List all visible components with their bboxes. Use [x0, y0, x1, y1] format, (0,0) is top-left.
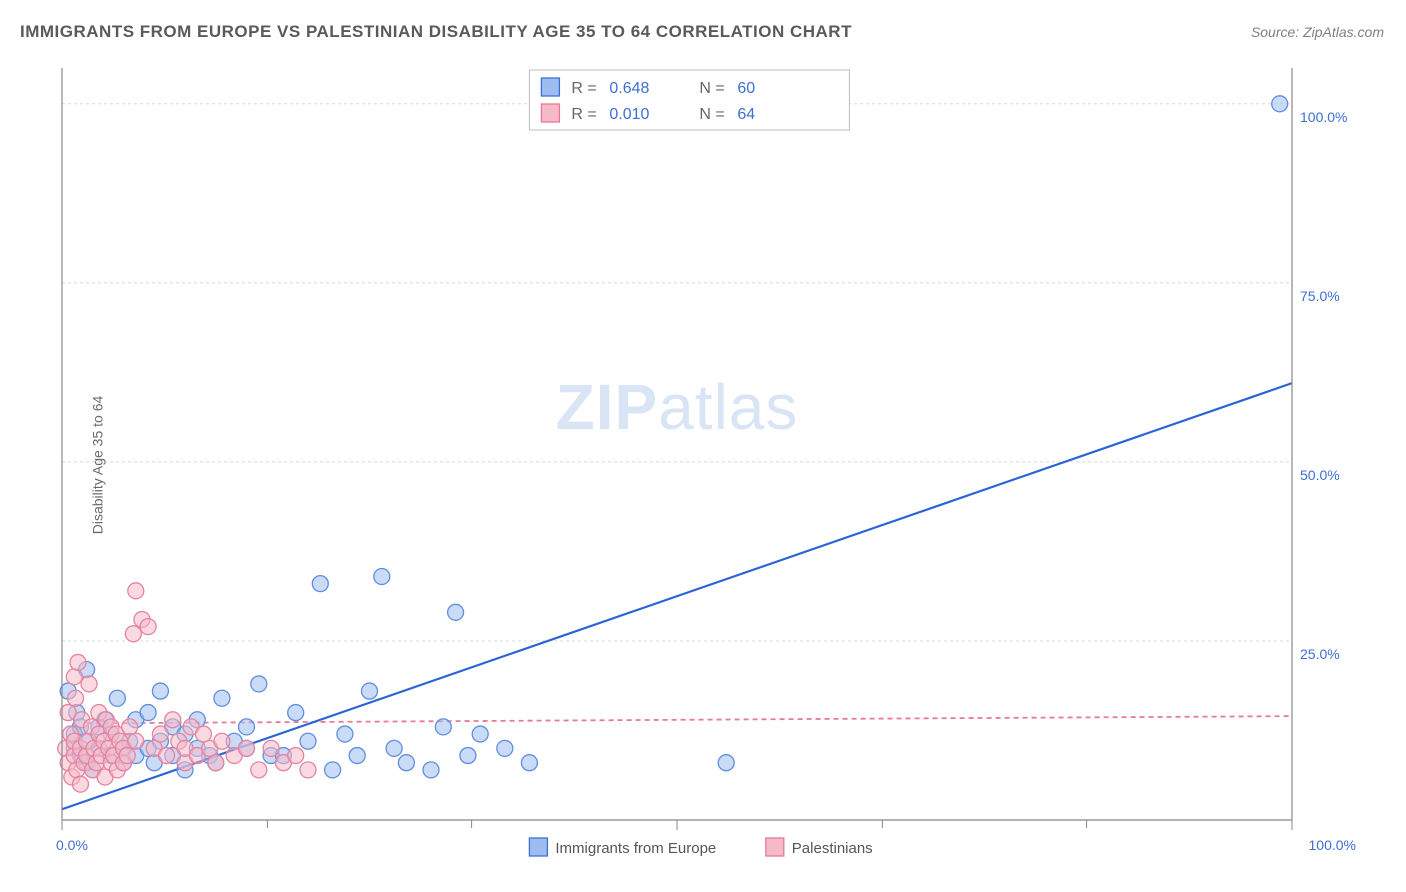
- x-tick-label: 0.0%: [56, 837, 88, 853]
- x-tick-label: 100.0%: [1309, 837, 1356, 853]
- point-europe: [398, 755, 414, 771]
- point-palestinians: [165, 712, 181, 728]
- corr-r-label: R =: [571, 106, 596, 123]
- corr-r-value: 0.010: [609, 106, 649, 123]
- source-label: Source:: [1251, 24, 1299, 40]
- point-palestinians: [239, 740, 255, 756]
- point-palestinians: [208, 755, 224, 771]
- trend-line-palestinians: [87, 716, 1292, 723]
- chart-container: Disability Age 35 to 64 25.0% 50.0% 75.0% 1…: [20, 58, 1386, 872]
- point-europe: [362, 683, 378, 699]
- point-europe: [152, 683, 168, 699]
- corr-n-label: N =: [699, 80, 724, 97]
- point-europe: [448, 604, 464, 620]
- y-tick-label: 50.0%: [1300, 467, 1340, 483]
- legend-swatch: [529, 838, 547, 856]
- point-europe: [300, 733, 316, 749]
- point-europe: [288, 705, 304, 721]
- point-europe: [374, 568, 390, 584]
- point-europe: [349, 748, 365, 764]
- point-palestinians: [288, 748, 304, 764]
- y-tick-label: 25.0%: [1300, 646, 1340, 662]
- point-europe: [435, 719, 451, 735]
- point-palestinians: [159, 748, 175, 764]
- point-palestinians: [81, 676, 97, 692]
- point-palestinians: [122, 719, 138, 735]
- point-palestinians: [140, 619, 156, 635]
- point-palestinians: [68, 690, 84, 706]
- legend-label: Immigrants from Europe: [555, 840, 716, 857]
- source-value: ZipAtlas.com: [1303, 24, 1384, 40]
- point-europe: [1272, 96, 1288, 112]
- point-europe: [386, 740, 402, 756]
- corr-n-label: N =: [699, 106, 724, 123]
- y-tick-label: 75.0%: [1300, 288, 1340, 304]
- point-europe: [337, 726, 353, 742]
- point-palestinians: [72, 776, 88, 792]
- corr-n-value: 60: [737, 80, 755, 97]
- legend-label: Palestinians: [792, 840, 873, 857]
- point-europe: [472, 726, 488, 742]
- point-palestinians: [152, 726, 168, 742]
- point-europe: [460, 748, 476, 764]
- point-europe: [718, 755, 734, 771]
- corr-r-value: 0.648: [609, 80, 649, 97]
- corr-swatch: [541, 78, 559, 96]
- point-palestinians: [214, 733, 230, 749]
- point-palestinians: [119, 748, 135, 764]
- point-europe: [497, 740, 513, 756]
- point-europe: [109, 690, 125, 706]
- point-europe: [140, 705, 156, 721]
- point-palestinians: [263, 740, 279, 756]
- point-palestinians: [66, 669, 82, 685]
- point-europe: [239, 719, 255, 735]
- scatter-chart: 25.0% 50.0% 75.0% 100.0% ZIPatlas 0.0% 100.0% R…: [20, 58, 1360, 868]
- corr-n-value: 64: [737, 106, 755, 123]
- y-axis-label: Disability Age 35 to 64: [89, 396, 105, 535]
- point-palestinians: [125, 626, 141, 642]
- corr-swatch: [541, 104, 559, 122]
- legend-swatch: [766, 838, 784, 856]
- point-europe: [521, 755, 537, 771]
- point-palestinians: [251, 762, 267, 778]
- point-europe: [423, 762, 439, 778]
- point-palestinians: [128, 733, 144, 749]
- point-palestinians: [300, 762, 316, 778]
- source-credit: Source: ZipAtlas.com: [1251, 24, 1384, 40]
- y-tick-label: 100.0%: [1300, 109, 1347, 125]
- point-palestinians: [128, 583, 144, 599]
- point-palestinians: [195, 726, 211, 742]
- point-europe: [214, 690, 230, 706]
- point-europe: [251, 676, 267, 692]
- point-europe: [325, 762, 341, 778]
- chart-title: IMMIGRANTS FROM EUROPE VS PALESTINIAN DI…: [20, 22, 852, 42]
- point-europe: [312, 576, 328, 592]
- corr-r-label: R =: [571, 80, 596, 97]
- watermark: ZIPatlas: [556, 371, 799, 443]
- point-palestinians: [70, 654, 86, 670]
